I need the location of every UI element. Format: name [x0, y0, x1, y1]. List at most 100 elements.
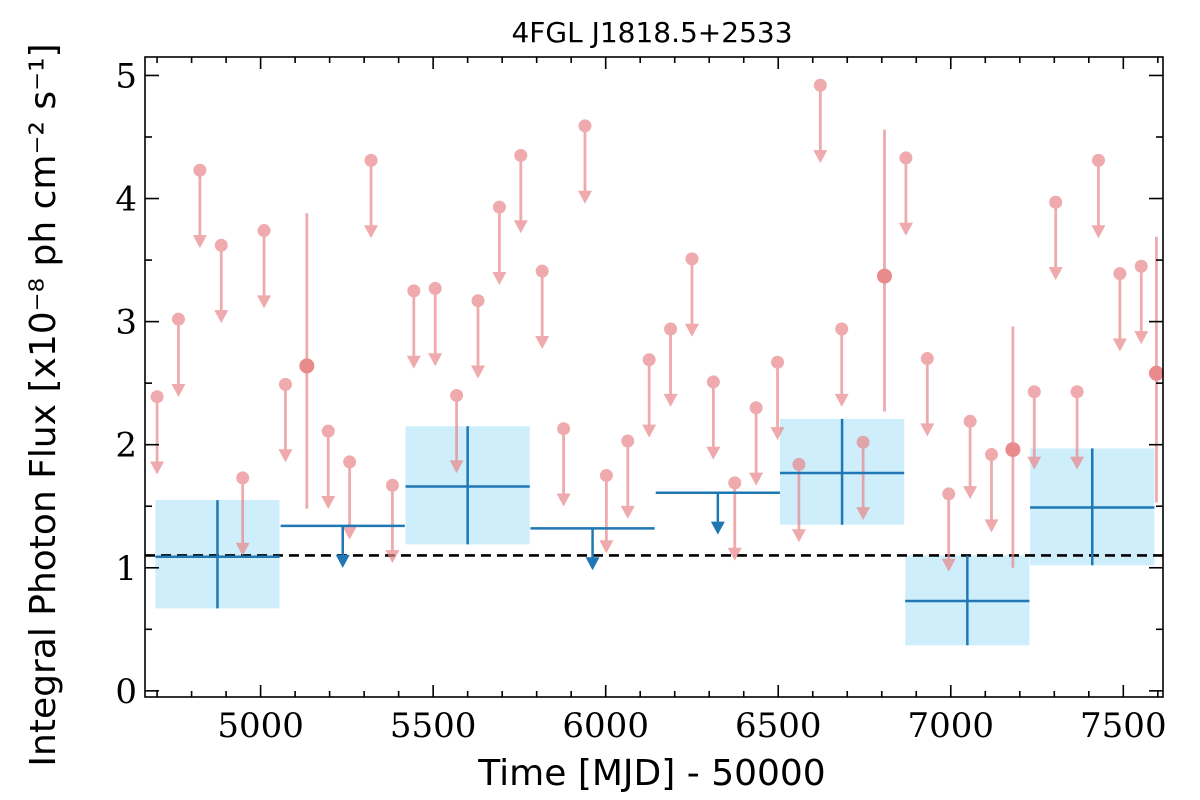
- monthly-upper-limit-arrowhead: [941, 558, 956, 572]
- y-tick-label: 3: [115, 303, 137, 343]
- monthly-upper-limit-arrowhead: [963, 486, 978, 500]
- monthly-upper-limit-arrowhead: [257, 295, 272, 309]
- monthly-upper-limit: [1091, 153, 1106, 239]
- monthly-upper-limit: [984, 448, 999, 533]
- monthly-upper-limit-arrowhead: [920, 423, 935, 437]
- monthly-upper-limit: [428, 281, 443, 367]
- x-tick-label: 7500: [1080, 706, 1167, 746]
- monthly-upper-limit: [941, 487, 956, 572]
- monthly-upper-limit-point: [984, 448, 998, 462]
- monthly-upper-limit-point: [920, 352, 934, 366]
- monthly-detection-point: [877, 268, 893, 284]
- monthly-upper-limit: [642, 353, 657, 438]
- monthly-upper-limit-arrowhead: [813, 150, 828, 164]
- monthly-upper-limit-arrowhead: [385, 550, 400, 564]
- monthly-upper-limit: [150, 390, 165, 475]
- monthly-upper-limit: [556, 422, 571, 507]
- monthly-upper-limit-arrowhead: [428, 353, 443, 367]
- monthly-upper-limit: [963, 414, 978, 500]
- monthly-detection-point: [1148, 365, 1164, 381]
- monthly-upper-limit-point: [1070, 385, 1084, 399]
- x-tick-label: 5000: [217, 706, 304, 746]
- monthly-upper-limit: [192, 163, 207, 249]
- monthly-upper-limit: [471, 294, 486, 379]
- monthly-upper-limit-arrowhead: [535, 336, 550, 349]
- monthly-upper-limit-point: [214, 238, 228, 252]
- monthly-detection: [1005, 326, 1021, 568]
- x-tick-labels: 5000 5500 6000 6500 7000 7500: [217, 706, 1166, 746]
- monthly-upper-limit-point: [599, 468, 613, 482]
- monthly-upper-limit: [364, 153, 379, 239]
- axis-ticks: [145, 57, 1163, 697]
- monthly-upper-limit-point: [514, 148, 528, 162]
- monthly-upper-limit-arrowhead: [449, 460, 464, 474]
- monthly-upper-limit: [406, 284, 421, 369]
- monthly-upper-limit-arrowhead: [642, 424, 657, 438]
- monthly-upper-limit-arrowhead: [513, 220, 528, 234]
- monthly-upper-limit-arrowhead: [856, 507, 871, 521]
- monthly-detection: [299, 213, 315, 509]
- monthly-upper-limit-point: [278, 377, 292, 391]
- monthly-upper-limit-point: [899, 151, 913, 165]
- monthly-upper-limit: [1112, 267, 1127, 352]
- monthly-upper-limit-point: [621, 434, 635, 448]
- monthly-upper-limit: [599, 468, 614, 554]
- monthly-upper-limit: [171, 312, 186, 397]
- monthly-upper-limit: [257, 224, 272, 309]
- monthly-upper-limit-point: [835, 322, 849, 336]
- monthly-upper-limit-point: [1027, 385, 1041, 399]
- monthly-upper-limit-point: [1049, 195, 1063, 209]
- monthly-upper-limit-point: [1134, 259, 1148, 273]
- monthly-upper-limit-arrowhead: [834, 393, 849, 407]
- chart-title: 4FGL J1818.5+2533: [511, 16, 792, 49]
- monthly-upper-limit: [1134, 259, 1149, 345]
- monthly-upper-limit: [770, 355, 785, 441]
- monthly-upper-limit-point: [664, 322, 678, 336]
- monthly-upper-limit-point: [792, 457, 806, 471]
- monthly-upper-limit-arrowhead: [749, 472, 764, 486]
- monthly-upper-limit: [1048, 195, 1063, 281]
- monthly-upper-limit-point: [813, 78, 827, 92]
- monthly-upper-limit-arrowhead: [556, 493, 571, 507]
- monthly-detection-point: [1005, 442, 1021, 458]
- monthly-upper-limit: [321, 424, 336, 509]
- monthly-upper-limit-arrowhead: [599, 540, 614, 554]
- monthly-upper-limit-arrowhead: [898, 222, 913, 236]
- monthly-upper-limit: [920, 352, 935, 437]
- monthly-upper-limit-point: [171, 312, 185, 326]
- x-tick-label: 7000: [908, 706, 995, 746]
- monthly-upper-limit: [620, 434, 635, 519]
- yearly-upper-limit-arrowhead: [585, 557, 600, 571]
- monthly-upper-limit: [214, 238, 229, 324]
- monthly-upper-limit-arrowhead: [727, 547, 742, 561]
- monthly-detection-point: [299, 358, 315, 374]
- y-tick-label: 2: [115, 426, 137, 466]
- monthly-upper-limit-point: [257, 224, 271, 238]
- x-tick-label: 6500: [735, 706, 822, 746]
- monthly-upper-limit: [706, 375, 721, 460]
- monthly-upper-limit-point: [428, 281, 442, 295]
- monthly-upper-limit: [342, 455, 357, 540]
- monthly-upper-limit-arrowhead: [171, 384, 186, 397]
- monthly-upper-limit-point: [236, 471, 250, 485]
- x-tick-label: 5500: [390, 706, 477, 746]
- monthly-upper-limit: [749, 401, 764, 486]
- monthly-upper-limit-arrowhead: [1048, 267, 1063, 281]
- monthly-upper-limit-arrowhead: [192, 235, 207, 249]
- monthly-upper-limit-point: [535, 264, 549, 278]
- monthly-upper-limit: [856, 435, 871, 521]
- monthly-upper-limit: [492, 200, 507, 285]
- monthly-detection: [1148, 236, 1164, 503]
- monthly-upper-limit-point: [557, 422, 571, 436]
- monthly-upper-limit-point: [407, 284, 421, 298]
- monthly-upper-limit: [1027, 385, 1042, 470]
- monthly-upper-limit-point: [343, 455, 357, 469]
- monthly-upper-limit-point: [1091, 153, 1105, 167]
- x-axis-label: Time [MJD] - 50000: [477, 753, 825, 794]
- monthly-upper-limit: [727, 476, 742, 561]
- monthly-upper-limit: [663, 322, 678, 407]
- monthly-upper-limit-point: [364, 153, 378, 167]
- monthly-upper-limit-arrowhead: [471, 365, 486, 379]
- monthly-upper-limit: [449, 388, 464, 474]
- monthly-upper-limit-arrowhead: [1027, 456, 1042, 470]
